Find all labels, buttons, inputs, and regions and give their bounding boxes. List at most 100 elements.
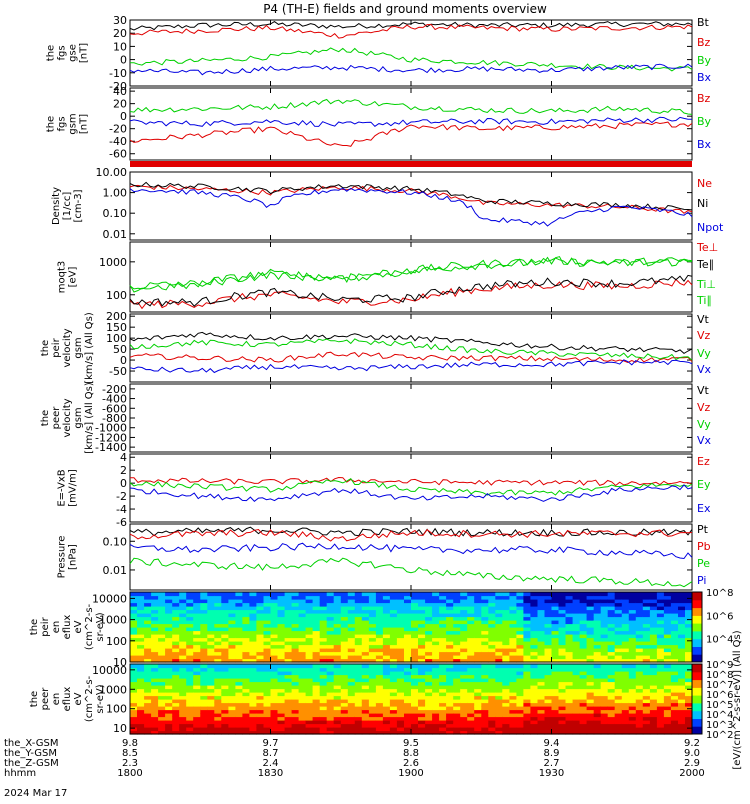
heatmap-cell — [685, 709, 693, 714]
heatmap-cell — [558, 685, 567, 690]
heatmap-cell — [685, 609, 693, 614]
heatmap-cell — [333, 688, 342, 693]
heatmap-cell — [600, 674, 609, 679]
legend-entry: Ez — [697, 455, 710, 468]
heatmap-cell — [488, 641, 496, 646]
heatmap-cell — [263, 658, 272, 663]
heatmap-cell — [628, 688, 637, 693]
heatmap-cell — [467, 706, 475, 711]
heatmap-cell — [607, 627, 616, 632]
heatmap-cell — [193, 699, 201, 704]
heatmap-cell — [425, 671, 433, 676]
heatmap-cell — [256, 606, 264, 611]
heatmap-cell — [221, 651, 229, 656]
heatmap-cell — [530, 634, 538, 639]
heatmap-cell — [165, 706, 173, 711]
heatmap-cell — [144, 695, 152, 700]
heatmap-cell — [446, 592, 454, 597]
heatmap-cell — [368, 671, 377, 676]
heatmap-cell — [607, 709, 616, 714]
y-tick-label: -800 — [102, 412, 127, 425]
heatmap-cell — [516, 634, 524, 639]
heatmap-cell — [509, 599, 517, 604]
heatmap-cell — [249, 651, 257, 656]
heatmap-cell — [572, 716, 581, 721]
heatmap-cell — [572, 692, 581, 697]
heatmap-cell — [130, 599, 138, 604]
heatmap-cell — [621, 644, 630, 649]
heatmap-cell — [193, 627, 201, 632]
heatmap-cell — [151, 648, 159, 653]
heatmap-cell — [425, 616, 433, 621]
heatmap-cell — [291, 664, 300, 669]
legend-entry: Vx — [697, 363, 712, 376]
heatmap-cell — [242, 637, 250, 642]
y-axis-label-line: peer — [40, 687, 51, 711]
heatmap-cell — [298, 720, 307, 725]
heatmap-cell — [361, 727, 370, 732]
heatmap-cell — [144, 706, 152, 711]
heatmap-cell — [460, 609, 468, 614]
heatmap-cell — [516, 644, 524, 649]
heatmap-cell — [249, 641, 257, 646]
heatmap-cell — [425, 706, 433, 711]
heatmap-cell — [411, 651, 419, 656]
heatmap-cell — [516, 637, 524, 642]
heatmap-cell — [649, 634, 658, 639]
heatmap-cell — [193, 706, 201, 711]
heatmap-cell — [446, 644, 454, 649]
heatmap-cell — [319, 695, 328, 700]
x-axis-value: 2000 — [679, 768, 704, 779]
heatmap-cell — [530, 688, 538, 693]
heatmap-cell — [242, 681, 250, 686]
heatmap-cell — [558, 630, 567, 635]
heatmap-cell — [678, 685, 686, 690]
heatmap-cell — [340, 592, 349, 597]
heatmap-cell — [453, 720, 461, 725]
heatmap-cell — [530, 658, 538, 663]
heatmap-cell — [509, 602, 517, 607]
y-axis-label-line: E=-VxB — [57, 469, 68, 506]
heatmap-cell — [418, 644, 426, 649]
heatmap-cell — [291, 616, 300, 621]
heatmap-cell — [453, 637, 461, 642]
heatmap-cell — [551, 713, 560, 718]
heatmap-cell — [249, 606, 257, 611]
heatmap-cell — [361, 606, 370, 611]
heatmap-cell — [530, 720, 538, 725]
heatmap-cell — [685, 674, 693, 679]
heatmap-cell — [242, 730, 250, 735]
heatmap-cell — [270, 620, 279, 625]
heatmap-cell — [439, 667, 447, 672]
heatmap-cell — [628, 609, 637, 614]
heatmap-cell — [179, 685, 187, 690]
heatmap-cell — [439, 702, 447, 707]
heatmap-cell — [481, 637, 489, 642]
heatmap-cell — [151, 706, 159, 711]
heatmap-cell — [579, 706, 588, 711]
series-line-pressure — [129, 542, 693, 560]
heatmap-cell — [544, 681, 553, 686]
heatmap-cell — [572, 599, 581, 604]
heatmap-cell — [389, 702, 398, 707]
heatmap-cell — [277, 651, 286, 656]
heatmap-cell — [326, 620, 335, 625]
heatmap-cell — [270, 723, 279, 728]
heatmap-cell — [389, 641, 398, 646]
heatmap-cell — [544, 720, 553, 725]
heatmap-cell — [670, 627, 679, 632]
heatmap-cell — [298, 730, 307, 735]
heatmap-cell — [396, 634, 405, 639]
heatmap-cell — [600, 651, 609, 656]
heatmap-cell — [685, 644, 693, 649]
heatmap-cell — [144, 716, 152, 721]
heatmap-cell — [523, 616, 531, 621]
heatmap-cell — [186, 655, 194, 660]
heatmap-cell — [137, 713, 145, 718]
heatmap-cell — [544, 674, 553, 679]
heatmap-cell — [214, 692, 222, 697]
heatmap-cell — [284, 720, 293, 725]
heatmap-cell — [144, 609, 152, 614]
